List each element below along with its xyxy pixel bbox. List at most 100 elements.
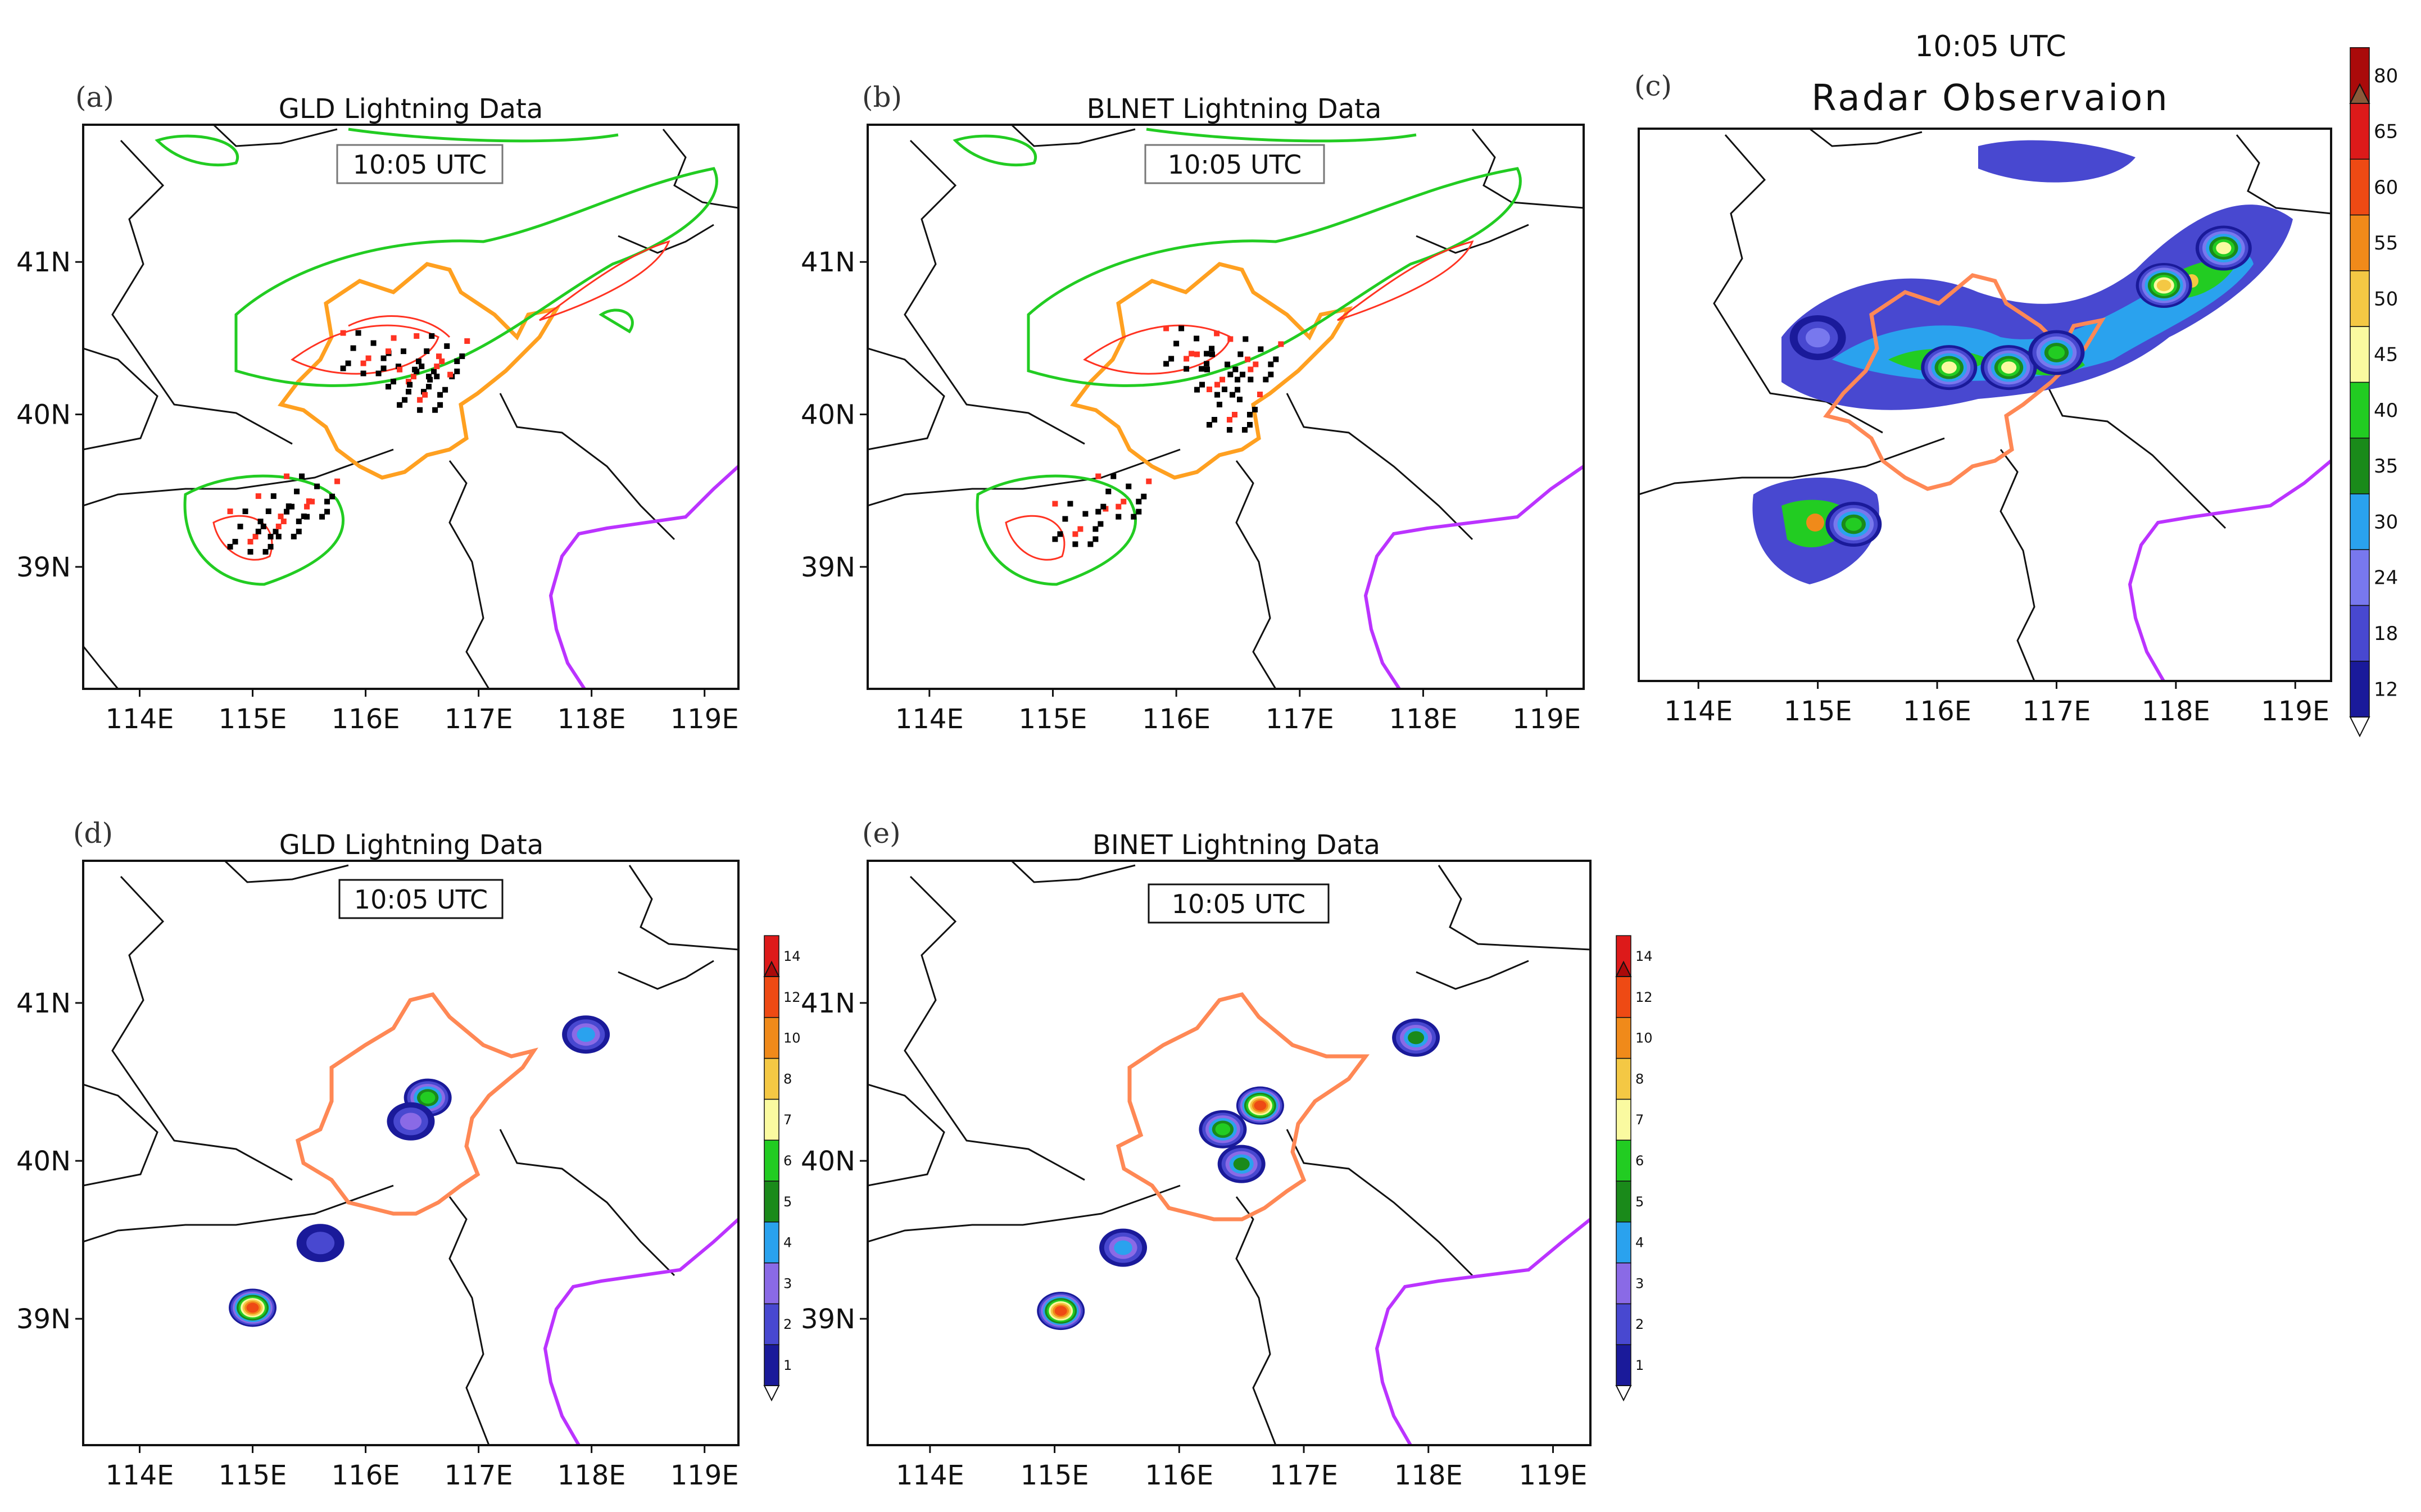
lightning-cell [426,384,432,390]
lightning-cell [350,345,356,351]
colorbar-label: 30 [2374,511,2398,533]
lightning-cell [1204,366,1210,373]
lightning-cell [391,379,396,385]
panel-a-lightning-contours [155,128,718,586]
y-tick-label: 41N [801,247,855,278]
lightning-cell [444,343,450,349]
lightning-cell [417,397,423,403]
x-tick-label: 119E [670,703,739,735]
lightning-cell [1105,488,1112,494]
panel-d-lightning-cells [229,1015,610,1327]
panel-b-label: (b) [862,81,902,113]
lightning-cell [237,524,243,530]
x-tick-label: 116E [1142,703,1210,735]
lightning-cell [1173,340,1180,347]
panel-b-lightning-contours [953,128,1522,586]
panel-a-label: (a) [75,81,114,113]
lightning-cell [1178,325,1185,332]
lightning-cell [1226,417,1232,423]
x-tick-label: 115E [1019,703,1087,735]
lightning-cell [1248,366,1254,373]
panel-a-lightning-cells [227,330,470,555]
lightning-cell [1092,536,1099,542]
y-tick-label: 39N [16,1304,71,1335]
panel-e-time-box: 10:05 UTC [1148,883,1330,924]
panel-c-coastline [2128,459,2331,681]
intensity-cell [2048,346,2065,360]
lightning-cell [301,513,307,519]
panel-b: (b) BLNET Lightning Data [801,81,1585,735]
x-tick-label: 117E [445,1460,513,1491]
lightning-cell [291,533,297,539]
x-tick-label: 116E [332,1460,400,1491]
panel-c-beijing-boundary [1823,273,2106,491]
intensity-cell [1215,1123,1231,1136]
lightning-cell [1227,371,1234,378]
lightning-cell [434,374,440,380]
panel-b-lightning-cells [1052,325,1284,547]
lightning-cell [1253,361,1259,367]
lightning-cell [1057,531,1063,537]
x-tick-label: 115E [1784,696,1852,727]
panel-b-x-ticks: 114E 115E 116E 117E 118E 119E [895,689,1581,735]
lightning-cell [1087,541,1094,547]
colorbar-segment [2350,326,2370,383]
intensity-cell [1233,1157,1250,1171]
panel-c-frame [1638,128,2332,682]
colorbar-label: 50 [2374,288,2398,310]
panel-a-x-ticks: 114E 115E 116E 117E 118E 119E [106,689,739,735]
panel-d-y-ticks: 41N 40N 39N [16,988,83,1335]
lightning-cell [296,528,302,534]
lightning-cell [268,544,274,550]
lightning-cell [439,358,445,365]
y-tick-label: 40N [16,399,71,431]
lightning-cell [319,514,325,520]
lightning-cell [412,366,418,373]
lightning-cell [407,382,413,388]
colorbar-segment [1616,1139,1631,1182]
colorbar-segment [2350,270,2370,327]
lightning-cell [1194,387,1200,393]
panel-c-borders [1639,129,2331,681]
lightning-cell [1258,346,1264,352]
panel-e-title: BINET Lightning Data [1092,829,1380,861]
panel-d-time-box: 10:05 UTC [338,879,504,919]
lightning-cell [1246,422,1253,428]
lightning-cell [427,376,433,383]
colorbar-segment [764,1303,779,1345]
colorbar-segment [1616,1098,1631,1141]
panel-b-coastline [1363,465,1584,689]
lightning-cell [247,549,253,555]
y-tick-label: 40N [801,399,855,431]
lightning-cell [1219,376,1226,383]
lightning-cell [386,384,391,390]
colorbar-segment [2350,660,2370,718]
colorbar-label: 24 [2374,567,2398,589]
lightning-cell [1268,371,1274,378]
lightning-cell [1257,392,1263,397]
lightning-cell [257,519,264,525]
colorbar-segment [1616,1262,1631,1305]
x-tick-label: 117E [1266,703,1334,735]
lightning-cell [437,392,443,398]
panel-a-y-ticks: 41N 40N 39N [16,247,83,583]
lightning-cell [437,402,443,408]
lightning-cell [1095,473,1101,479]
lightning-cell [375,370,382,376]
lightning-cell [285,503,292,509]
colorbar-label: 80 [2374,65,2398,87]
lightning-cell [365,355,371,361]
colorbar-segment [1616,1057,1631,1100]
y-tick-label: 39N [801,552,855,583]
colorbar-label: 6 [783,1153,792,1169]
colorbar-segment [764,1344,779,1386]
lightning-cell [275,533,282,539]
colorbar-segment [764,1180,779,1223]
lightning-cell [1098,521,1104,527]
colorbar-segment [2350,605,2370,662]
panel-d-title: GLD Lightning Data [279,829,543,861]
lightning-cell [1146,478,1152,484]
lightning-cell [1163,361,1169,367]
lightning-cell [1141,493,1147,500]
colorbar-label: 5 [783,1194,792,1210]
